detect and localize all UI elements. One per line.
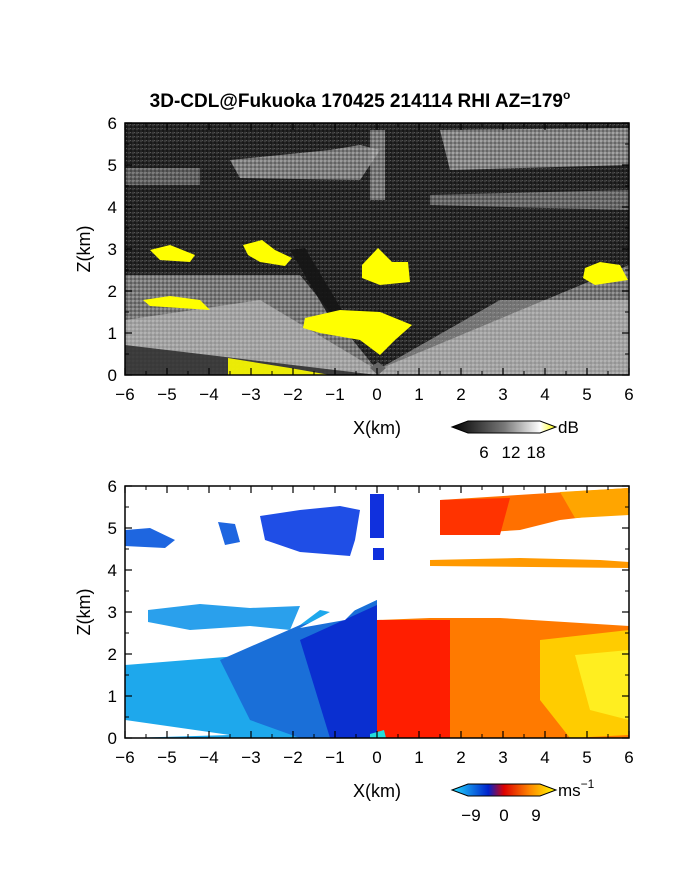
x-tick-label: 1 (414, 748, 423, 767)
y-tick-label: 2 (108, 645, 117, 664)
backscatter-colorbar: dB 6 12 18 (450, 418, 579, 462)
y-tick-label: 1 (108, 687, 117, 706)
figure-title: 3D-CDL@Fukuoka 170425 214114 RHI AZ=179o (150, 88, 571, 112)
x-tick-label: −2 (283, 748, 302, 767)
x-tick-label: −5 (157, 748, 176, 767)
backscatter-colorbar-tick: 12 (502, 443, 521, 462)
x-tick-label: 3 (498, 748, 507, 767)
backscatter-ylabel: Z(km) (74, 226, 94, 273)
x-tick-label: 5 (582, 385, 591, 404)
x-tick-label: −4 (199, 748, 218, 767)
y-tick-label: 5 (108, 156, 117, 175)
y-tick-label: 1 (108, 324, 117, 343)
backscatter-colorbar-bar (450, 420, 558, 434)
x-tick-label: 2 (456, 385, 465, 404)
y-tick-label: 3 (108, 240, 117, 259)
y-tick-label: 4 (108, 561, 117, 580)
x-tick-label: −1 (325, 385, 344, 404)
x-tick-label: 0 (372, 748, 381, 767)
y-tick-label: 0 (108, 366, 117, 385)
y-tick-label: 4 (108, 198, 117, 217)
backscatter-colorbar-tick: 18 (527, 443, 546, 462)
x-tick-label: 1 (414, 385, 423, 404)
velocity-ylabel: Z(km) (74, 589, 94, 636)
y-tick-label: 3 (108, 603, 117, 622)
x-tick-label: 0 (372, 385, 381, 404)
velocity-colorbar: ms−1 −9 0 9 (450, 777, 595, 825)
backscatter-colorbar-unit: dB (558, 418, 579, 437)
x-tick-label: −5 (157, 385, 176, 404)
y-tick-label: 6 (108, 477, 117, 496)
velocity-image (125, 486, 629, 738)
velocity-xlabel: X(km) (353, 781, 401, 801)
backscatter-image (125, 123, 629, 375)
x-tick-label: −2 (283, 385, 302, 404)
velocity-colorbar-tick: 0 (499, 806, 508, 825)
x-tick-label: 6 (624, 748, 633, 767)
x-tick-label: −1 (325, 748, 344, 767)
x-tick-label: −6 (115, 385, 134, 404)
x-tick-label: −6 (115, 748, 134, 767)
y-tick-label: 6 (108, 114, 117, 133)
x-tick-label: 4 (540, 748, 549, 767)
x-tick-label: −4 (199, 385, 218, 404)
backscatter-colorbar-tick: 6 (479, 443, 488, 462)
x-tick-label: 2 (456, 748, 465, 767)
x-tick-label: 3 (498, 385, 507, 404)
velocity-colorbar-tick: 9 (531, 806, 540, 825)
velocity-colorbar-bar (450, 783, 558, 797)
y-tick-label: 2 (108, 282, 117, 301)
backscatter-axes: −6 −5 −4 −3 −2 −1 0 1 2 3 4 5 6 0 1 2 3 4 5 6 (108, 114, 634, 404)
velocity-axes: −6 −5 −4 −3 −2 −1 0 1 2 3 4 5 6 0 1 2 3 4 5 6 (108, 477, 634, 767)
backscatter-xlabel: X(km) (353, 418, 401, 438)
x-tick-label: 4 (540, 385, 549, 404)
x-tick-label: 5 (582, 748, 591, 767)
velocity-panel: −6 −5 −4 −3 −2 −1 0 1 2 3 4 5 6 0 1 2 3 4 5 6 X(km) Z(km) m… (74, 477, 634, 825)
x-tick-label: 6 (624, 385, 633, 404)
x-tick-label: −3 (241, 748, 260, 767)
velocity-colorbar-tick: −9 (461, 806, 480, 825)
x-tick-label: −3 (241, 385, 260, 404)
y-tick-label: 5 (108, 519, 117, 538)
y-tick-label: 0 (108, 729, 117, 748)
velocity-colorbar-unit: ms−1 (558, 777, 595, 800)
